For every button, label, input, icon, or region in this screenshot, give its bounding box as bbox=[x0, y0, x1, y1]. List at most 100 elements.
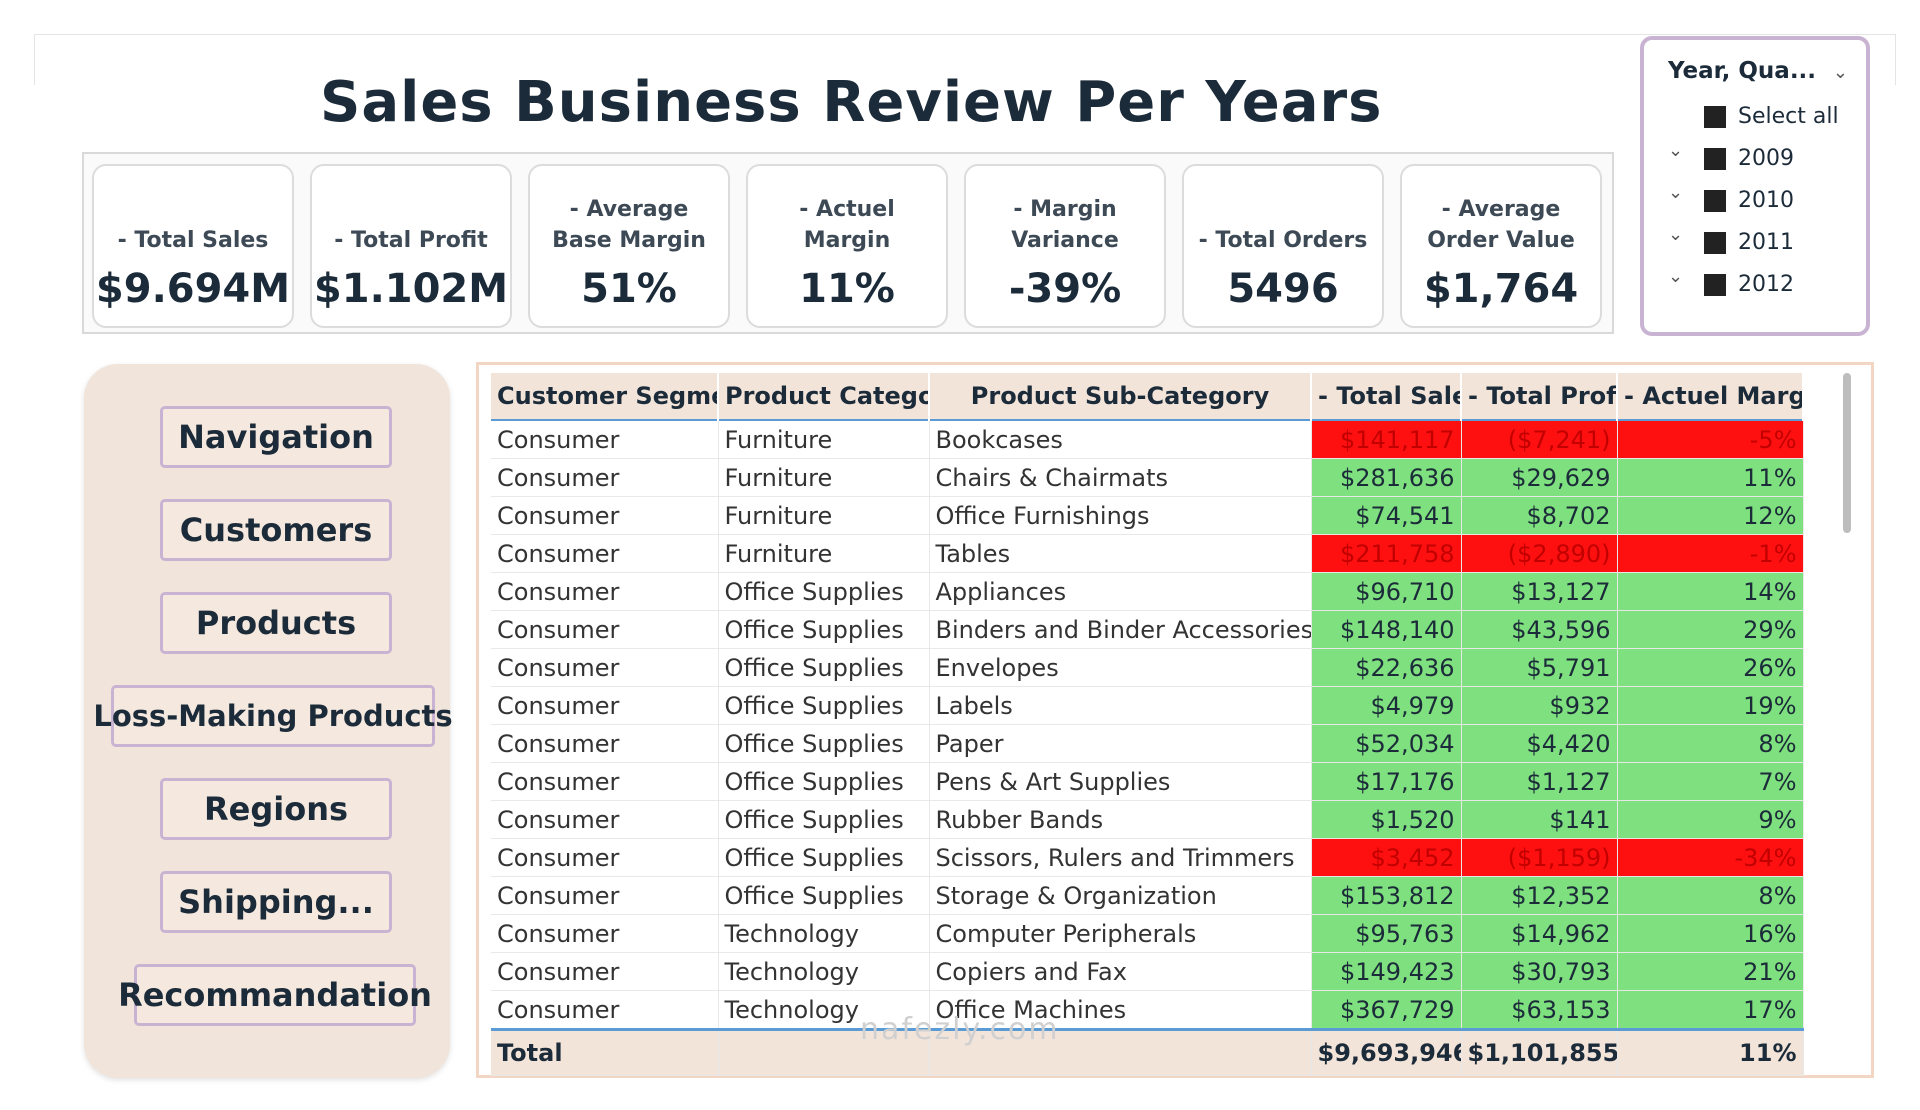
checkbox[interactable] bbox=[1704, 105, 1726, 128]
kpi-label: - Actuel Margin bbox=[799, 197, 895, 253]
column-header-product-sub-category[interactable]: Product Sub-Category bbox=[929, 373, 1312, 420]
column-header-customer-segment[interactable]: Customer Segment bbox=[491, 373, 719, 420]
segment-cell: Consumer bbox=[491, 496, 719, 535]
table-row[interactable]: Consumer Office Supplies Binders and Binde… bbox=[491, 610, 1804, 649]
table-row[interactable]: Consumer Office Supplies Storage & Organiz… bbox=[491, 876, 1804, 915]
kpi-card-average-base-margin: - Average Base Margin 51% bbox=[528, 164, 730, 328]
margin-cell: 7% bbox=[1617, 762, 1804, 801]
slicer-item-2010[interactable]: 2010 bbox=[1704, 188, 1794, 213]
margin-cell: -1% bbox=[1617, 534, 1804, 573]
table-row[interactable]: Consumer Technology Office Machines $367,72… bbox=[491, 990, 1804, 1030]
table-total-row: Total $9,693,946 $1,101,855 11% bbox=[491, 1029, 1804, 1076]
category-cell: Office Supplies bbox=[718, 800, 930, 839]
column-header-actuel-margin[interactable]: - Actuel Margin bbox=[1617, 373, 1804, 420]
profit-cell: $43,596 bbox=[1461, 610, 1618, 649]
sub-category-cell: Office Furnishings bbox=[929, 496, 1312, 535]
sub-category-cell: Binders and Binder Accessories bbox=[929, 610, 1312, 649]
table-row[interactable]: Consumer Office Supplies Paper $52,034 $4,42… bbox=[491, 724, 1804, 763]
checkbox[interactable] bbox=[1704, 231, 1726, 254]
category-cell: Office Supplies bbox=[718, 610, 930, 649]
margin-cell: 16% bbox=[1617, 914, 1804, 953]
segment-cell: Consumer bbox=[491, 648, 719, 687]
table-header-row: Customer Segment Product Category Produc… bbox=[491, 373, 1804, 420]
navigation-button[interactable]: Navigation bbox=[160, 406, 392, 468]
profit-cell: $13,127 bbox=[1461, 572, 1618, 611]
sub-category-cell: Appliances bbox=[929, 572, 1312, 611]
sales-table: Customer Segment Product Category Produc… bbox=[491, 373, 1804, 1076]
sales-cell: $17,176 bbox=[1311, 762, 1462, 801]
table-scrollbar[interactable] bbox=[1843, 373, 1851, 533]
segment-cell: Consumer bbox=[491, 610, 719, 649]
checkbox[interactable] bbox=[1704, 273, 1726, 296]
kpi-card-margin-variance: - Margin Variance -39% bbox=[964, 164, 1166, 328]
profit-cell: $4,420 bbox=[1461, 724, 1618, 763]
kpi-strip: - Total Sales $9.694M - Total Profit $1.… bbox=[82, 152, 1614, 334]
kpi-card-average-order-value: - Average Order Value $1,764 bbox=[1400, 164, 1602, 328]
kpi-value: $1,764 bbox=[1423, 266, 1579, 312]
year-slicer[interactable]: Year, Qua... ⌄ Select all ⌄ 2009 ⌄ 2010 … bbox=[1640, 36, 1870, 336]
kpi-label: - Total Sales bbox=[117, 228, 269, 253]
segment-cell: Consumer bbox=[491, 534, 719, 573]
regions-button[interactable]: Regions bbox=[160, 778, 392, 840]
table-row[interactable]: Consumer Technology Computer Peripherals $9… bbox=[491, 914, 1804, 953]
kpi-label: - Margin Variance bbox=[1011, 197, 1119, 253]
profit-cell: ($1,159) bbox=[1461, 838, 1618, 877]
segment-cell: Consumer bbox=[491, 990, 719, 1030]
slicer-select-all[interactable]: Select all bbox=[1704, 104, 1839, 129]
table-row[interactable]: Consumer Office Supplies Appliances $96,710… bbox=[491, 572, 1804, 611]
recommandation-button[interactable]: Recommandation bbox=[118, 964, 432, 1026]
kpi-card-total-sales: - Total Sales $9.694M bbox=[92, 164, 294, 328]
margin-cell: 14% bbox=[1617, 572, 1804, 611]
column-header-total-sales[interactable]: - Total Sales bbox=[1311, 373, 1462, 420]
profit-cell: $141 bbox=[1461, 800, 1618, 839]
sales-cell: $52,034 bbox=[1311, 724, 1462, 763]
category-cell: Furniture bbox=[718, 496, 930, 535]
table-row[interactable]: Consumer Office Supplies Envelopes $22,636 $… bbox=[491, 648, 1804, 687]
margin-cell: 12% bbox=[1617, 496, 1804, 535]
table-row[interactable]: Consumer Technology Copiers and Fax $149,42… bbox=[491, 952, 1804, 991]
expand-chevron-icon[interactable]: ⌄ bbox=[1668, 182, 1684, 203]
checkbox[interactable] bbox=[1704, 147, 1726, 170]
slicer-item-label: 2012 bbox=[1738, 272, 1794, 297]
slicer-item-label: 2010 bbox=[1738, 188, 1794, 213]
table-row[interactable]: Consumer Office Supplies Pens & Art Suppli… bbox=[491, 762, 1804, 801]
slicer-item-2012[interactable]: 2012 bbox=[1704, 272, 1794, 297]
column-header-total-profit[interactable]: - Total Profit bbox=[1461, 373, 1618, 420]
checkbox[interactable] bbox=[1704, 189, 1726, 212]
kpi-label: - Average Base Margin bbox=[552, 197, 706, 253]
expand-chevron-icon[interactable]: ⌄ bbox=[1668, 266, 1684, 287]
shipping-button[interactable]: Shipping... bbox=[160, 871, 392, 933]
table-row[interactable]: Consumer Furniture Bookcases $141,117 ($7,24… bbox=[491, 420, 1804, 459]
customers-button[interactable]: Customers bbox=[160, 499, 392, 561]
sales-cell: $22,636 bbox=[1311, 648, 1462, 687]
kpi-label: - Total Orders bbox=[1198, 228, 1368, 253]
table-row[interactable]: Consumer Furniture Tables $211,758 ($2,890) -… bbox=[491, 534, 1804, 573]
segment-cell: Consumer bbox=[491, 572, 719, 611]
slicer-title[interactable]: Year, Qua... bbox=[1668, 58, 1817, 84]
table-row[interactable]: Consumer Office Supplies Labels $4,979 $932 1… bbox=[491, 686, 1804, 725]
segment-cell: Consumer bbox=[491, 458, 719, 497]
expand-chevron-icon[interactable]: ⌄ bbox=[1668, 140, 1684, 161]
slicer-item-2009[interactable]: 2009 bbox=[1704, 146, 1794, 171]
table-row[interactable]: Consumer Office Supplies Scissors, Rulers … bbox=[491, 838, 1804, 877]
chevron-down-icon[interactable]: ⌄ bbox=[1832, 62, 1848, 83]
loss-making-products-button[interactable]: Loss-Making Products bbox=[93, 685, 453, 747]
slicer-item-2011[interactable]: 2011 bbox=[1704, 230, 1794, 255]
table-row[interactable]: Consumer Furniture Chairs & Chairmats $281,… bbox=[491, 458, 1804, 497]
table-row[interactable]: Consumer Furniture Office Furnishings $74,5… bbox=[491, 496, 1804, 535]
expand-chevron-icon[interactable]: ⌄ bbox=[1668, 224, 1684, 245]
column-header-product-category[interactable]: Product Category bbox=[718, 373, 930, 420]
products-button[interactable]: Products bbox=[160, 592, 392, 654]
table-row[interactable]: Consumer Office Supplies Rubber Bands $1,52… bbox=[491, 800, 1804, 839]
kpi-label: - Average Order Value bbox=[1427, 197, 1575, 253]
sales-cell: $74,541 bbox=[1311, 496, 1462, 535]
kpi-card-actuel-margin: - Actuel Margin 11% bbox=[746, 164, 948, 328]
margin-cell: 8% bbox=[1617, 724, 1804, 763]
margin-cell: 19% bbox=[1617, 686, 1804, 725]
margin-cell: 8% bbox=[1617, 876, 1804, 915]
sub-category-cell: Storage & Organization bbox=[929, 876, 1312, 915]
kpi-value: $9.694M bbox=[95, 266, 291, 312]
profit-cell: $63,153 bbox=[1461, 990, 1618, 1030]
sales-cell: $141,117 bbox=[1311, 420, 1462, 459]
margin-cell: 21% bbox=[1617, 952, 1804, 991]
